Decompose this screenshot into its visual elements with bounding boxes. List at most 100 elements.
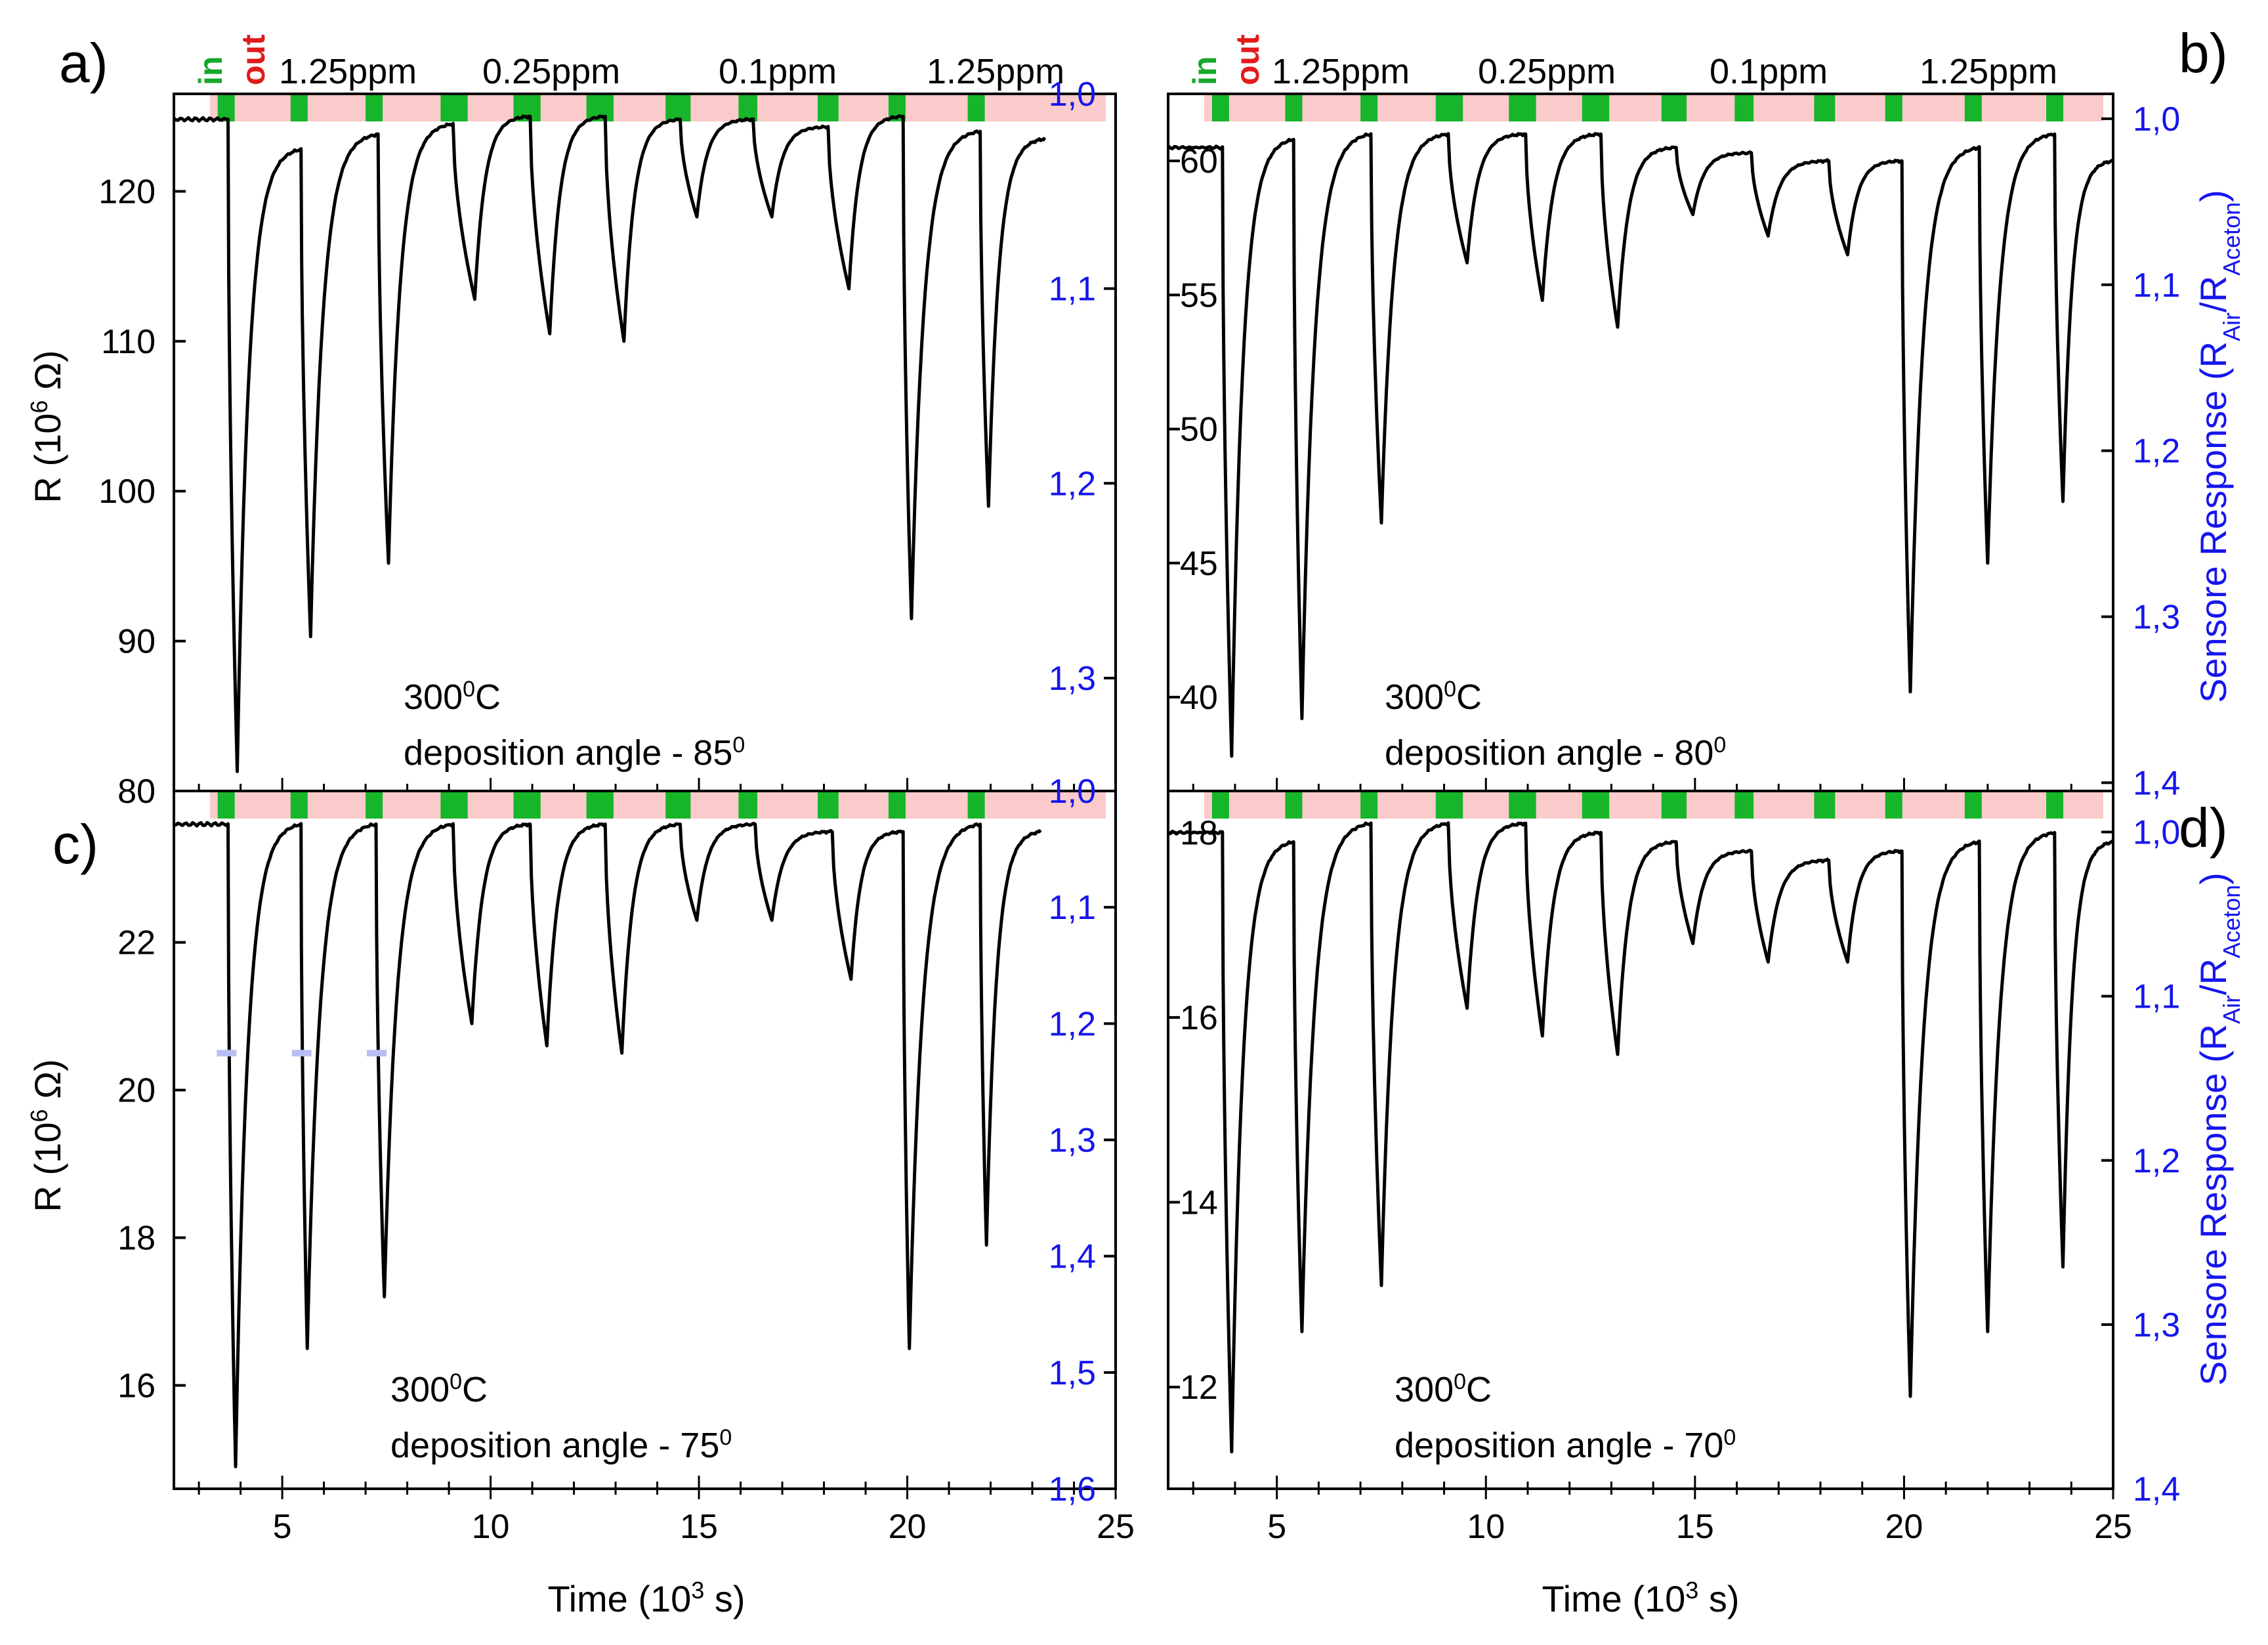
in-label: in — [192, 56, 229, 85]
y-tick-label: 40 — [1180, 679, 1218, 717]
y-tick-label: 18 — [117, 1220, 156, 1258]
out-label: out — [235, 34, 272, 85]
y-tick-label: 90 — [117, 623, 156, 661]
resistance-curve — [173, 821, 1042, 1468]
gas-on-pulse — [1285, 792, 1303, 819]
panel-d: 18 16 14 12 1,0 1,1 1,2 1,3 1,4 5 10 15 20 25 3000C d… — [1167, 790, 2228, 1546]
x-axis-title-right: Time (103 s) — [1542, 1577, 1739, 1620]
gas-on-pulse — [1734, 95, 1754, 121]
gas-off-strip — [210, 95, 1106, 121]
y-tick-label: 100 — [98, 473, 156, 511]
resistance-curve — [1167, 132, 2114, 758]
curve-marker — [291, 1050, 312, 1057]
gas-off-strip — [1204, 95, 2103, 121]
y2-tick-label: 1,0 — [2133, 814, 2180, 852]
x-tick-label: 5 — [1267, 1508, 1286, 1546]
gas-on-pulse — [967, 95, 985, 121]
gas-on-pulse — [366, 792, 383, 819]
y-tick-label: 110 — [101, 323, 156, 361]
gas-on-pulse — [366, 95, 383, 121]
gas-on-pulse — [290, 95, 308, 121]
y2-tick-label: 1,2 — [1049, 1005, 1096, 1043]
gas-on-pulse — [1814, 95, 1836, 121]
y-tick-label: 20 — [117, 1072, 156, 1110]
gas-on-pulse — [1360, 792, 1378, 819]
y2-axis-title-bottom: Sensore Response (RAir/RAceton) — [2193, 872, 2245, 1386]
gas-on-pulse — [1509, 95, 1536, 121]
y2-tick-label: 1,4 — [2133, 1470, 2180, 1508]
y2-tick-label: 1,3 — [2133, 1306, 2180, 1344]
y-tick-label: 55 — [1180, 276, 1218, 314]
panel-c: 22 20 18 16 1,0 1,1 1,2 1,3 1,4 1,5 1,6 5 10 15 20 25 3… — [52, 773, 1135, 1546]
gas-on-pulse — [1285, 95, 1303, 121]
gas-on-pulse — [967, 792, 985, 819]
y2-tick-label: 1,0 — [1049, 773, 1096, 811]
x-tick-label: 25 — [2094, 1508, 2132, 1546]
gas-on-pulse — [217, 792, 235, 819]
resistance-curve — [173, 114, 1047, 773]
gas-labels-right: in out 1.25ppm 0.25ppm 0.1ppm 1.25ppm — [1186, 34, 2057, 91]
y2-tick-label: 1,3 — [2133, 599, 2180, 637]
y2-tick-label: 1,6 — [1049, 1470, 1096, 1508]
gas-on-pulse — [738, 95, 757, 121]
gas-on-pulse — [1435, 95, 1463, 121]
gas-on-pulse — [290, 792, 308, 819]
in-label: in — [1186, 56, 1223, 85]
temperature-annotation: 3000C — [390, 1369, 488, 1409]
gas-on-pulse — [1582, 95, 1610, 121]
x-tick-label: 15 — [680, 1508, 718, 1546]
gas-on-pulse — [513, 792, 541, 819]
y2-tick-label: 1,1 — [2133, 978, 2180, 1016]
y2-tick-label: 1,2 — [2133, 1142, 2180, 1180]
gas-on-pulse — [1211, 95, 1229, 121]
curve-marker — [217, 1050, 237, 1057]
x-tick-label: 15 — [1676, 1508, 1714, 1546]
panel-b: 60 55 50 45 40 1,0 1,1 1,2 1,3 1,4 3000C depositi… — [1167, 22, 2228, 802]
y2-tick-label: 1,0 — [1049, 75, 1096, 114]
gas-on-pulse — [1582, 792, 1610, 819]
y2-tick-label: 1,2 — [1049, 465, 1096, 503]
deposition-angle-annotation: deposition angle - 750 — [390, 1425, 732, 1465]
gas-on-pulse — [440, 95, 468, 121]
temperature-annotation: 3000C — [404, 677, 501, 717]
y2-tick-label: 1,4 — [1049, 1238, 1096, 1276]
gas-on-pulse — [665, 95, 691, 121]
y2-tick-label: 1,1 — [1049, 270, 1096, 309]
gas-on-pulse — [665, 792, 691, 819]
panel-a: 120 110 100 90 80 1,0 1,1 1,2 1,3 3000C depositi… — [59, 32, 1117, 811]
gas-on-pulse — [1360, 95, 1378, 121]
y2-tick-label: 1,1 — [1049, 889, 1096, 927]
y-tick-label: 12 — [1180, 1369, 1218, 1407]
y-tick-label: 60 — [1180, 142, 1218, 181]
concentration-label: 1.25ppm — [279, 52, 417, 91]
gas-on-pulse — [1211, 792, 1229, 819]
gas-on-pulse — [818, 792, 839, 819]
concentration-label: 1.25ppm — [1920, 52, 2057, 91]
gas-on-pulse — [1509, 792, 1536, 819]
x-tick-label: 25 — [1097, 1508, 1135, 1546]
gas-on-pulse — [888, 792, 906, 819]
y2-tick-label: 1,3 — [1049, 660, 1096, 698]
out-label: out — [1229, 34, 1266, 85]
gas-on-pulse — [1814, 792, 1836, 819]
gas-on-pulse — [2046, 95, 2064, 121]
y2-tick-label: 1,5 — [1049, 1354, 1096, 1392]
y-tick-label: 16 — [117, 1367, 156, 1405]
concentration-label: 0.1ppm — [719, 52, 837, 91]
y-tick-label: 50 — [1180, 411, 1218, 449]
y-tick-label: 22 — [117, 924, 156, 962]
deposition-angle-annotation: deposition angle - 800 — [1385, 733, 1726, 773]
panel-label: c) — [52, 813, 98, 875]
curve-marker — [366, 1050, 387, 1057]
y2-tick-label: 1,4 — [2133, 764, 2180, 802]
gas-labels-left: in out 1.25ppm 0.25ppm 0.1ppm 1.25ppm — [192, 34, 1064, 91]
gas-on-pulse — [1661, 792, 1687, 819]
x-tick-label: 20 — [889, 1508, 927, 1546]
y-tick-label: 16 — [1180, 999, 1218, 1037]
gas-on-pulse — [440, 792, 468, 819]
y2-tick-label: 1,2 — [2133, 433, 2180, 471]
gas-on-pulse — [217, 95, 235, 121]
x-tick-label: 5 — [273, 1508, 292, 1546]
x-tick-label: 10 — [1467, 1508, 1505, 1546]
